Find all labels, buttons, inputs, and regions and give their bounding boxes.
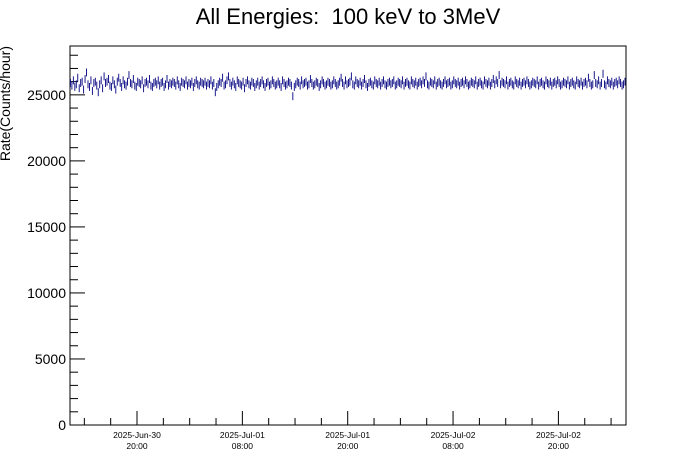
x-tick-date-label: 2025-Jun-30 [113, 430, 161, 440]
y-tick-label: 5000 [35, 351, 66, 367]
x-tick-date-label: 2025-Jul-02 [536, 430, 581, 440]
y-tick-label: 25000 [27, 87, 66, 103]
data-series [69, 68, 626, 101]
y-tick-label: 10000 [27, 285, 66, 301]
x-tick-time-label: 08:00 [232, 441, 254, 451]
chart-title: All Energies: 100 keV to 3MeV [195, 4, 501, 29]
x-tick-date-label: 2025-Jul-02 [431, 430, 476, 440]
x-axis: 2025-Jun-3020:002025-Jul-0108:002025-Jul… [83, 411, 612, 451]
x-tick-time-label: 08:00 [442, 441, 464, 451]
y-tick-label: 15000 [27, 219, 66, 235]
y-axis: 0 5000 10000 15000 20000 25000 [27, 54, 85, 433]
x-tick-date-label: 2025-Jul-01 [325, 430, 370, 440]
x-tick-date-label: 2025-Jul-01 [220, 430, 265, 440]
y-tick-label: 0 [58, 417, 66, 433]
x-tick-time-label: 20:00 [548, 441, 570, 451]
x-tick-time-label: 20:00 [126, 441, 148, 451]
plot-frame [69, 45, 627, 426]
x-tick-time-label: 20:00 [337, 441, 359, 451]
y-tick-label: 20000 [27, 153, 66, 169]
y-axis-label: Rate(Counts/hour) [0, 46, 13, 161]
